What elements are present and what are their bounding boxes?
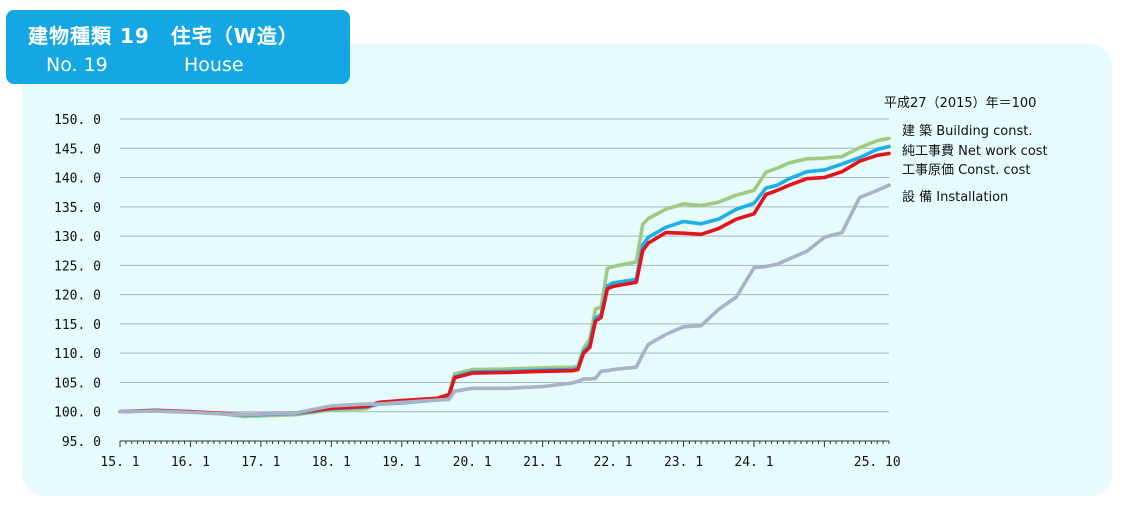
- series-line-install: [118, 183, 891, 417]
- title-box: 建物種類 19 住宅（W造） No. 19 House: [6, 10, 350, 84]
- x-tick-label: 16. 1: [171, 455, 210, 470]
- x-tick-label: 25. 10: [854, 455, 901, 470]
- x-tick-label: 23. 1: [664, 455, 703, 470]
- chart-number-en: No. 19: [46, 54, 108, 76]
- x-tick-label: 21. 1: [523, 455, 562, 470]
- y-tick-label: 140. 0: [54, 172, 101, 187]
- legend-entry-install: 設 備 Installation: [902, 189, 1008, 205]
- y-tick-label: 120. 0: [54, 289, 101, 304]
- y-axis-ticks: 95. 0 100. 0 105. 0 110. 0 115. 0 120. 0 125. …: [54, 113, 101, 450]
- x-tick-label: 24. 1: [734, 455, 773, 470]
- chart-name-en: House: [184, 54, 244, 76]
- x-tick-label: 22. 1: [594, 455, 633, 470]
- y-tick-label: 100. 0: [54, 406, 101, 421]
- legend-entry-network: 純工事費 Net work cost: [902, 144, 1048, 159]
- gridlines: [120, 118, 889, 413]
- legend-entry-building: 建 築 Building const.: [902, 124, 1032, 139]
- x-axis: 15. 1 16. 1 17. 1 18. 1 19. 1 20. 1 21. 1 22. 1…: [100, 440, 901, 470]
- chart-title-jp: 建物種類 19 住宅（W造）: [28, 24, 299, 48]
- legend: 平成27（2015）年＝100 建 築 Building const. 純工事費 N…: [884, 96, 1048, 205]
- y-tick-label: 145. 0: [54, 142, 101, 157]
- y-tick-label: 135. 0: [54, 201, 101, 216]
- x-tick-label: 20. 1: [453, 455, 492, 470]
- y-tick-label: 150. 0: [54, 113, 101, 128]
- base-year-note: 平成27（2015）年＝100: [884, 96, 1036, 111]
- x-tick-label: 19. 1: [382, 455, 421, 470]
- y-tick-label: 130. 0: [54, 230, 101, 245]
- series-line-const: [118, 151, 891, 417]
- x-tick-label: 17. 1: [241, 455, 280, 470]
- y-tick-label: 125. 0: [54, 259, 101, 274]
- y-tick-label: 110. 0: [54, 347, 101, 362]
- series-line-network: [118, 144, 891, 417]
- series-line-building: [118, 136, 891, 419]
- series-lines: [118, 136, 891, 419]
- x-tick-label: 18. 1: [312, 455, 351, 470]
- y-tick-label: 115. 0: [54, 318, 101, 333]
- legend-entry-const: 工事原価 Const. cost: [902, 163, 1031, 178]
- x-tick-label: 15. 1: [100, 455, 139, 470]
- y-tick-label: 95. 0: [62, 435, 101, 450]
- y-tick-label: 105. 0: [54, 376, 101, 391]
